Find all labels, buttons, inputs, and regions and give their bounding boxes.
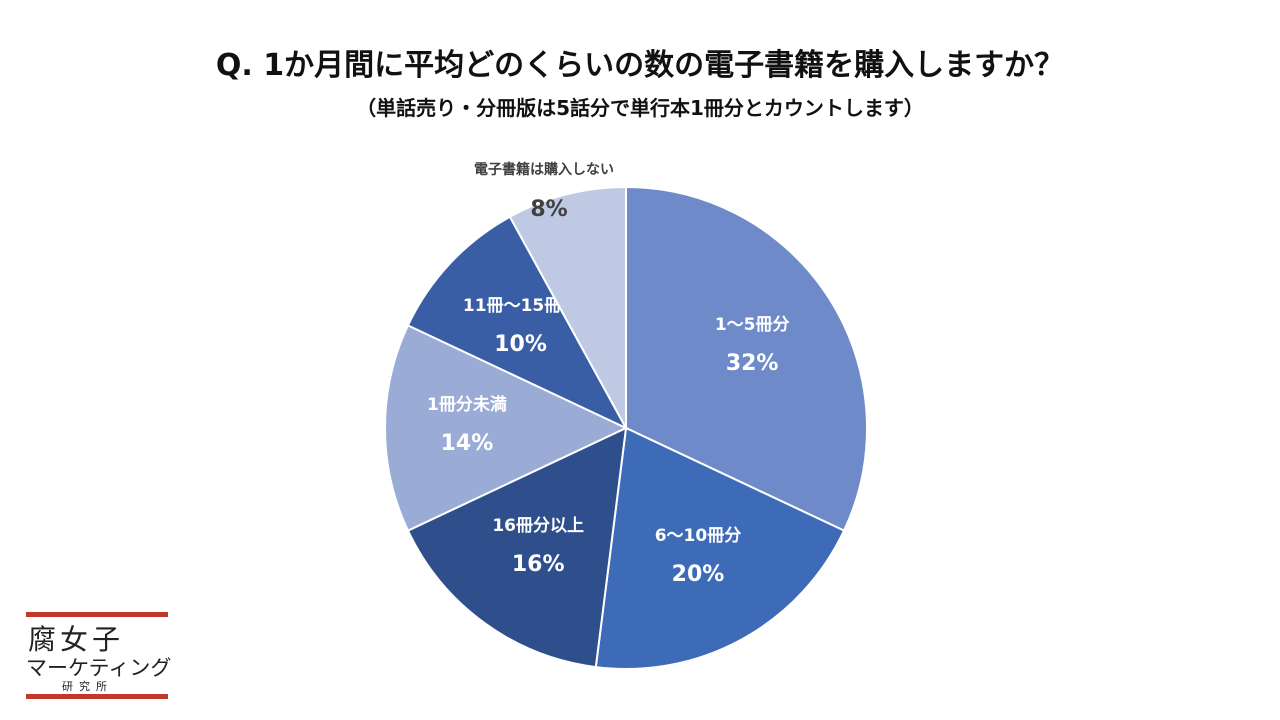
- logo-line3: 研究所: [62, 680, 113, 693]
- logo-bottom-bar: [26, 694, 168, 699]
- pie-slice: [594, 426, 846, 670]
- logo-top-bar: [26, 612, 168, 617]
- slice-label: 電子書籍は購入しない: [474, 161, 614, 178]
- slice-label: 11冊～15冊分: [463, 296, 578, 316]
- chart-title: Q. 1か月間に平均どのくらいの数の電子書籍を購入しますか？: [215, 48, 1065, 83]
- pie-slice: [384, 324, 629, 532]
- pie-slice: [508, 185, 627, 429]
- logo-line1: 腐女子: [28, 623, 125, 656]
- slice-percent-label: 14%: [441, 431, 494, 456]
- pie-slice: [406, 215, 629, 431]
- chart-subtitle: （単話売り・分冊版は5話分で単行本1冊分とカウントします）: [356, 96, 924, 120]
- slice-label: 1冊分未満: [427, 394, 507, 415]
- slice-percent-label: 10%: [494, 332, 547, 357]
- logo: 腐女子 マーケティング 研究所: [22, 612, 172, 704]
- pie-slice: [406, 426, 628, 669]
- logo-line2: マーケティング: [26, 656, 172, 680]
- slice-percent-label: 32%: [726, 351, 779, 376]
- slice-label: 16冊分以上: [492, 516, 584, 536]
- slice-label: 1～5冊分: [715, 315, 790, 335]
- slice-label: 6～10冊分: [655, 526, 742, 546]
- slice-percent-label: 8%: [530, 197, 567, 222]
- slice-percent-label: 20%: [672, 562, 725, 587]
- pie-slice: [625, 185, 868, 532]
- slice-percent-label: 16%: [512, 552, 565, 577]
